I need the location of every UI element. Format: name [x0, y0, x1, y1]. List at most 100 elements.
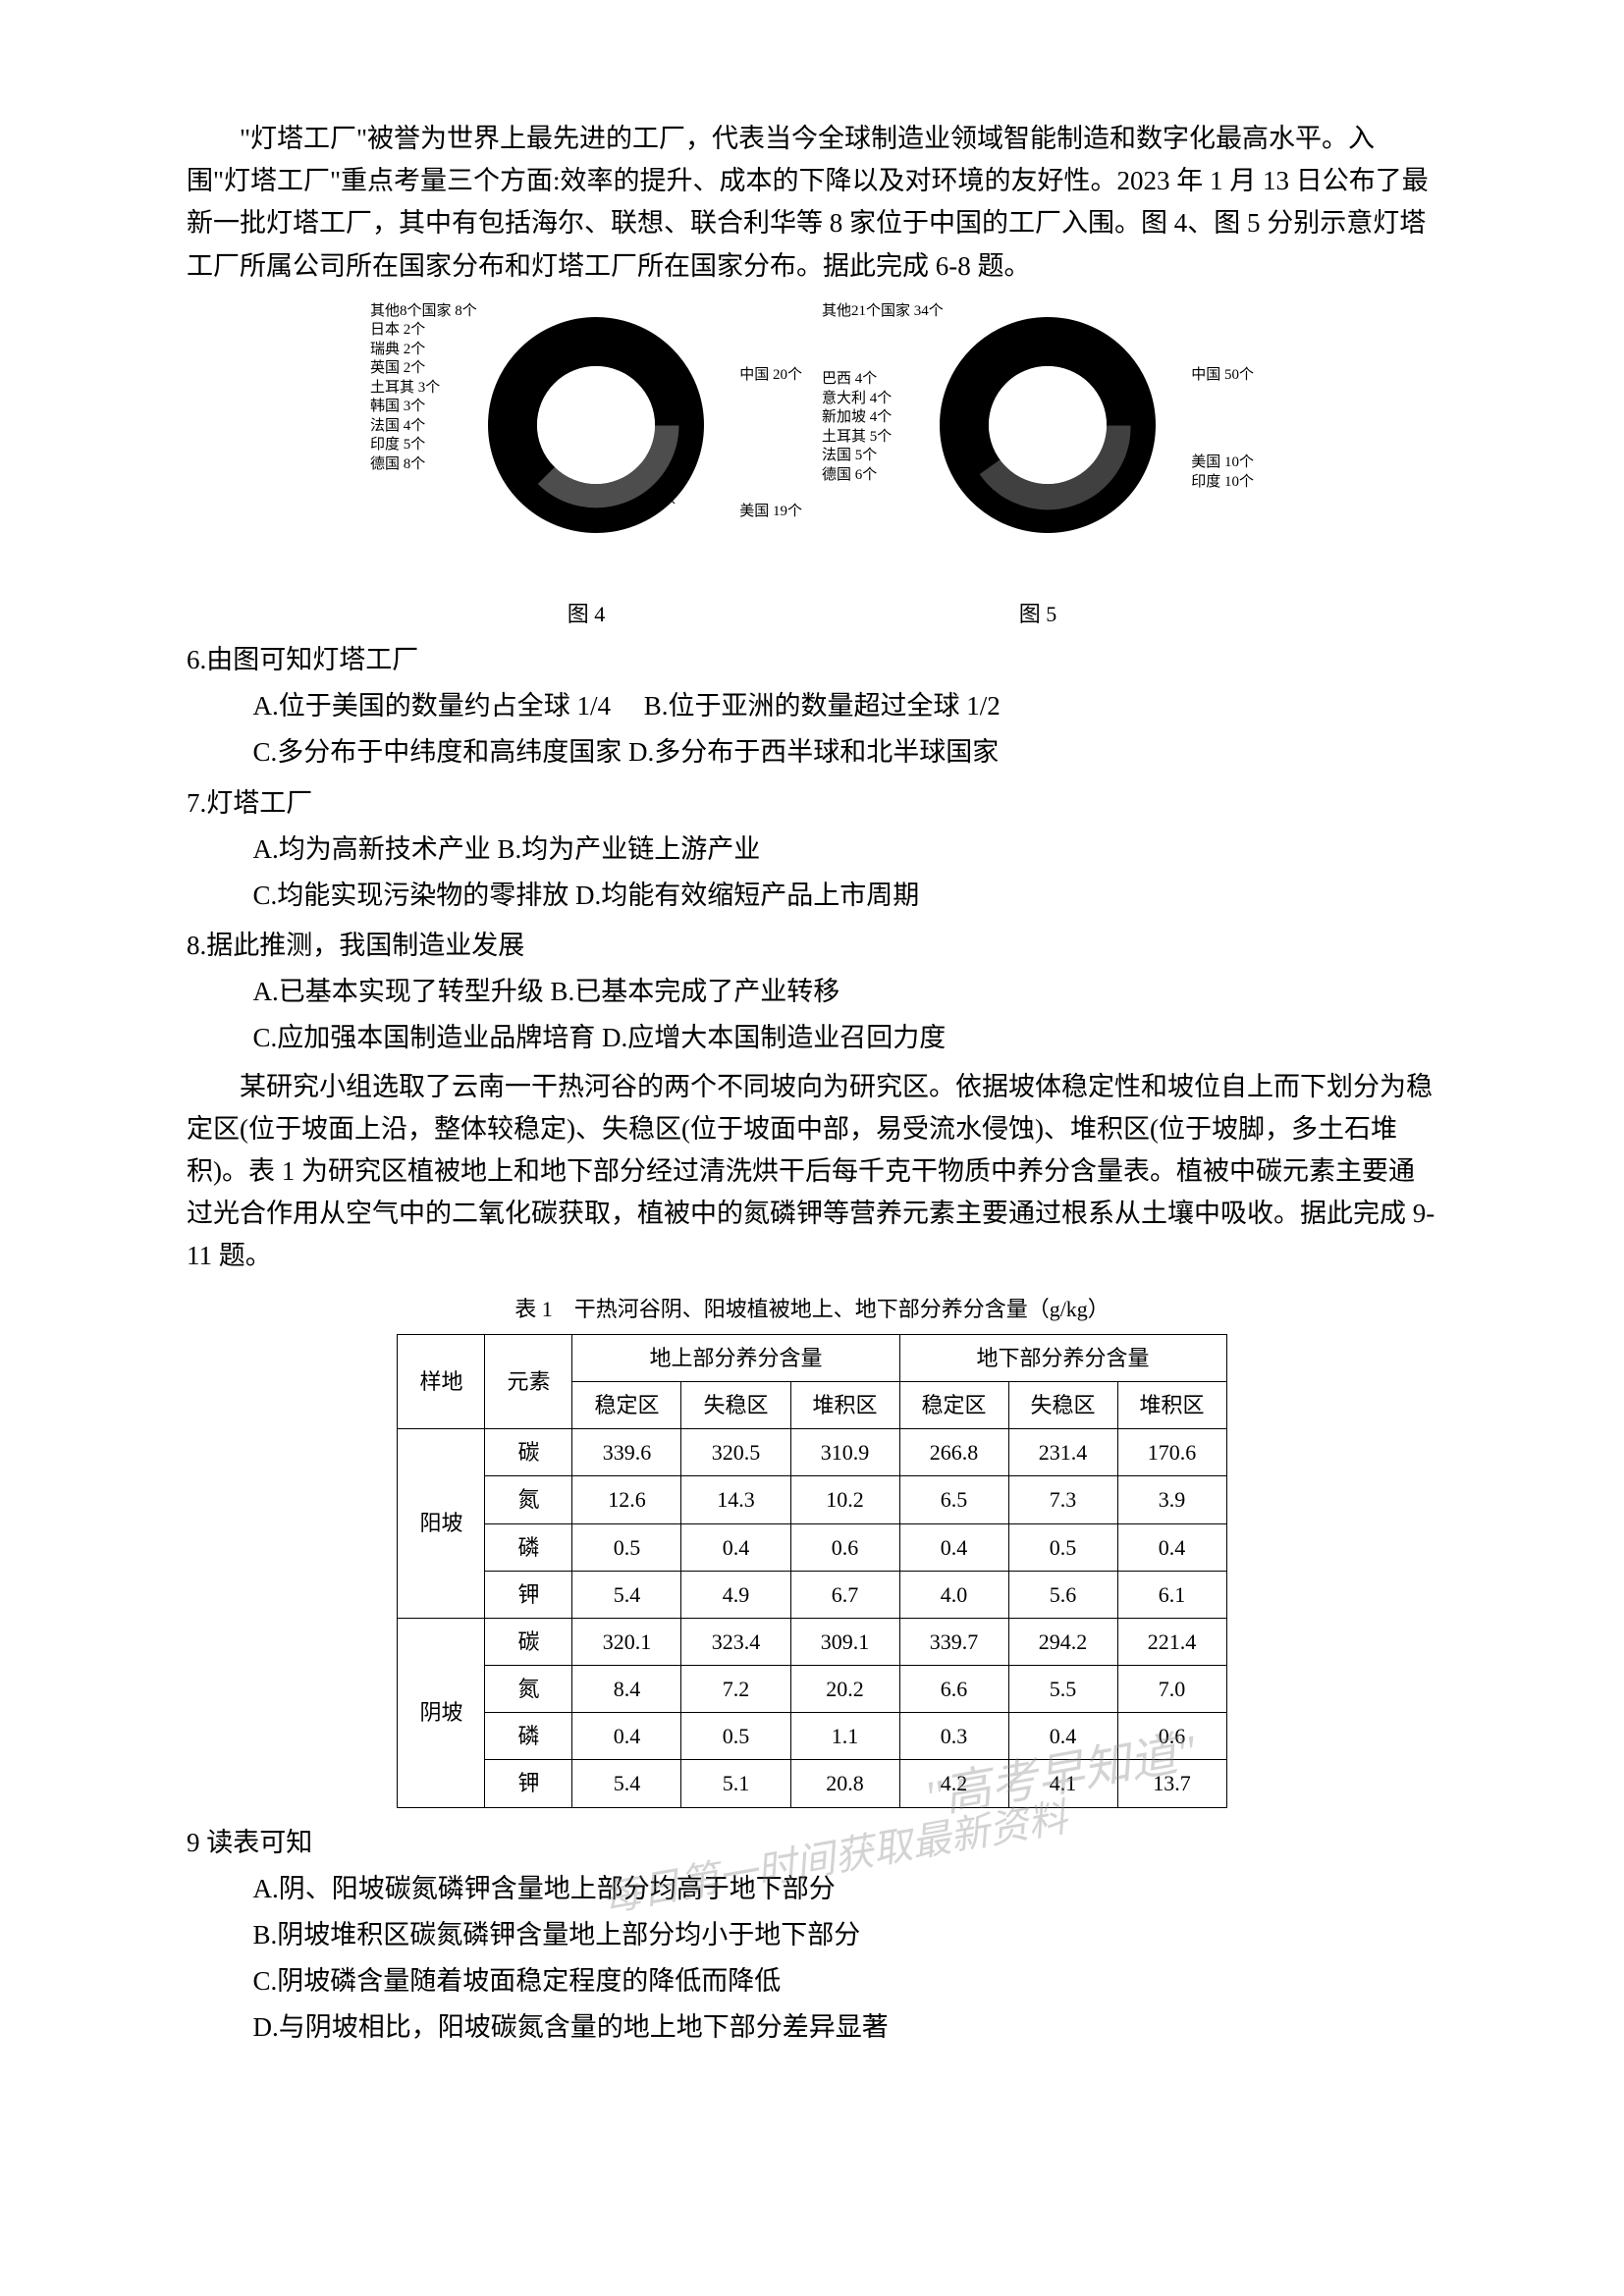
elem-cell: 碳	[485, 1429, 572, 1476]
value-cell: 4.1	[1008, 1760, 1117, 1807]
th-site: 样地	[398, 1334, 485, 1428]
value-cell: 6.7	[790, 1571, 899, 1618]
table-caption: 表 1 干热河谷阴、阳坡植被地上、地下部分养分含量（g/kg）	[187, 1292, 1437, 1326]
q7-opt-d: D.均能有效缩短产品上市周期	[575, 881, 919, 910]
table-row: 磷0.40.51.10.30.40.6	[398, 1713, 1226, 1760]
value-cell: 7.0	[1117, 1666, 1226, 1713]
c4r1: 美国 19个	[739, 503, 802, 522]
value-cell: 5.1	[681, 1760, 790, 1807]
value-cell: 14.3	[681, 1476, 790, 1523]
value-cell: 12.6	[572, 1476, 681, 1523]
value-cell: 5.4	[572, 1760, 681, 1807]
q7-row1: A.均为高新技术产业 B.均为产业链上游产业	[187, 828, 1437, 871]
q8-opt-d: D.应增大本国制造业召回力度	[602, 1023, 946, 1052]
c5r1: 美国 10个	[1191, 454, 1254, 473]
q7-opt-c: C.均能实现污染物的零排放	[253, 881, 569, 910]
value-cell: 7.3	[1008, 1476, 1117, 1523]
charts-row: 其他8个国家 8个 日本 2个 瑞典 2个 英国 2个 土耳其 3个 韩国 3个…	[187, 297, 1437, 631]
q9-opt-c: C.阴坡磷含量随着坡面稳定程度的降低而降低	[187, 1960, 1437, 2002]
value-cell: 221.4	[1117, 1618, 1226, 1665]
q9-opt-b: B.阴坡堆积区碳氮磷钾含量地上部分均小于地下部分	[187, 1914, 1437, 1956]
value-cell: 0.6	[1117, 1713, 1226, 1760]
th-elem: 元素	[485, 1334, 572, 1428]
value-cell: 4.0	[899, 1571, 1008, 1618]
q9-stem: 9 读表可知	[187, 1822, 1437, 1864]
q8-row2: C.应加强本国制造业品牌培育 D.应增大本国制造业召回力度	[187, 1017, 1437, 1059]
chart5-right-labels: 中国 50个 美国 10个 印度 10个	[1191, 366, 1254, 493]
elem-cell: 钾	[485, 1760, 572, 1807]
question-8: 8.据此推测，我国制造业发展 A.已基本实现了转型升级 B.已基本完成了产业转移…	[187, 925, 1437, 1060]
value-cell: 309.1	[790, 1618, 899, 1665]
elem-cell: 氮	[485, 1476, 572, 1523]
q7-row2: C.均能实现污染物的零排放 D.均能有效缩短产品上市周期	[187, 875, 1437, 917]
c4l5: 韩国 3个	[370, 398, 477, 417]
q9-opt-a: A.阴、阳坡碳氮磷钾含量地上部分均高于地下部分	[187, 1868, 1437, 1910]
c5l6: 德国 6个	[822, 466, 944, 486]
elem-cell: 钾	[485, 1571, 572, 1618]
elem-cell: 碳	[485, 1618, 572, 1665]
chart4-caption: 图 4	[568, 597, 606, 631]
table-row: 磷0.50.40.60.40.50.4	[398, 1523, 1226, 1571]
value-cell: 294.2	[1008, 1618, 1117, 1665]
q6-row1: A.位于美国的数量约占全球 1/4 B.位于亚洲的数量超过全球 1/2	[187, 685, 1437, 727]
th-below: 地下部分养分含量	[899, 1334, 1226, 1381]
value-cell: 5.4	[572, 1571, 681, 1618]
th-c2: 堆积区	[790, 1381, 899, 1428]
value-cell: 3.9	[1117, 1476, 1226, 1523]
q6-opt-a: A.位于美国的数量约占全球 1/4	[253, 691, 612, 721]
value-cell: 4.9	[681, 1571, 790, 1618]
value-cell: 0.4	[1008, 1713, 1117, 1760]
q7-opt-b: B.均为产业链上游产业	[498, 834, 761, 864]
value-cell: 320.5	[681, 1429, 790, 1476]
value-cell: 5.5	[1008, 1666, 1117, 1713]
c4l2: 瑞典 2个	[370, 341, 477, 360]
c4l8: 德国 8个	[370, 455, 477, 475]
chart4-left-labels: 其他8个国家 8个 日本 2个 瑞典 2个 英国 2个 土耳其 3个 韩国 3个…	[370, 302, 477, 475]
chart4-block: 其他8个国家 8个 日本 2个 瑞典 2个 英国 2个 土耳其 3个 韩国 3个…	[370, 297, 802, 631]
th-above: 地上部分养分含量	[572, 1334, 899, 1381]
c5l0: 其他21个国家 34个	[822, 302, 944, 322]
question-6: 6.由图可知灯塔工厂 A.位于美国的数量约占全球 1/4 B.位于亚洲的数量超过…	[187, 639, 1437, 774]
q8-opt-b: B.已基本完成了产业转移	[551, 977, 840, 1006]
table-row: 阳坡碳339.6320.5310.9266.8231.4170.6	[398, 1429, 1226, 1476]
chart5-wrap: 其他21个国家 34个 巴西 4个 意大利 4个 新加坡 4个 土耳其 5个 法…	[822, 297, 1254, 592]
value-cell: 7.2	[681, 1666, 790, 1713]
th-c0: 稳定区	[572, 1381, 681, 1428]
chart5-donut-icon	[940, 317, 1156, 533]
chart4-wrap: 其他8个国家 8个 日本 2个 瑞典 2个 英国 2个 土耳其 3个 韩国 3个…	[370, 297, 802, 592]
table-row: 氮8.47.220.26.65.57.0	[398, 1666, 1226, 1713]
value-cell: 13.7	[1117, 1760, 1226, 1807]
q6-row2: C.多分布于中纬度和高纬度国家 D.多分布于西半球和北半球国家	[187, 731, 1437, 774]
value-cell: 6.6	[899, 1666, 1008, 1713]
value-cell: 0.5	[681, 1713, 790, 1760]
c5l4: 土耳其 5个	[822, 428, 944, 448]
c4l3: 英国 2个	[370, 359, 477, 379]
q6-opt-c: C.多分布于中纬度和高纬度国家	[253, 737, 623, 767]
page-content: "灯塔工厂"被誉为世界上最先进的工厂，代表当今全球制造业领域智能制造和数字化最高…	[0, 0, 1624, 2132]
intro2-paragraph: 某研究小组选取了云南一干热河谷的两个不同坡向为研究区。依据坡体稳定性和坡位自上而…	[187, 1066, 1437, 1278]
chart5-caption: 图 5	[1019, 597, 1057, 631]
value-cell: 339.7	[899, 1618, 1008, 1665]
table-row: 阴坡碳320.1323.4309.1339.7294.2221.4	[398, 1618, 1226, 1665]
elem-cell: 氮	[485, 1666, 572, 1713]
c4r0: 中国 20个	[739, 366, 802, 386]
value-cell: 6.5	[899, 1476, 1008, 1523]
q6-opt-d: D.多分布于西半球和北半球国家	[628, 737, 999, 767]
q8-opt-c: C.应加强本国制造业品牌培育	[253, 1023, 596, 1052]
value-cell: 0.5	[572, 1523, 681, 1571]
c4l1: 日本 2个	[370, 321, 477, 341]
value-cell: 10.2	[790, 1476, 899, 1523]
c5l2: 意大利 4个	[822, 390, 944, 409]
value-cell: 266.8	[899, 1429, 1008, 1476]
table-row: 氮12.614.310.26.57.33.9	[398, 1476, 1226, 1523]
value-cell: 323.4	[681, 1618, 790, 1665]
table-row: 钾5.45.120.84.24.113.7	[398, 1760, 1226, 1807]
value-cell: 0.6	[790, 1523, 899, 1571]
c5r0: 中国 50个	[1191, 366, 1254, 386]
question-7: 7.灯塔工厂 A.均为高新技术产业 B.均为产业链上游产业 C.均能实现污染物的…	[187, 782, 1437, 918]
value-cell: 0.3	[899, 1713, 1008, 1760]
c5l1: 巴西 4个	[822, 370, 944, 390]
table-header-row1: 样地 元素 地上部分养分含量 地下部分养分含量	[398, 1334, 1226, 1381]
value-cell: 4.2	[899, 1760, 1008, 1807]
q7-opt-a: A.均为高新技术产业	[253, 834, 491, 864]
